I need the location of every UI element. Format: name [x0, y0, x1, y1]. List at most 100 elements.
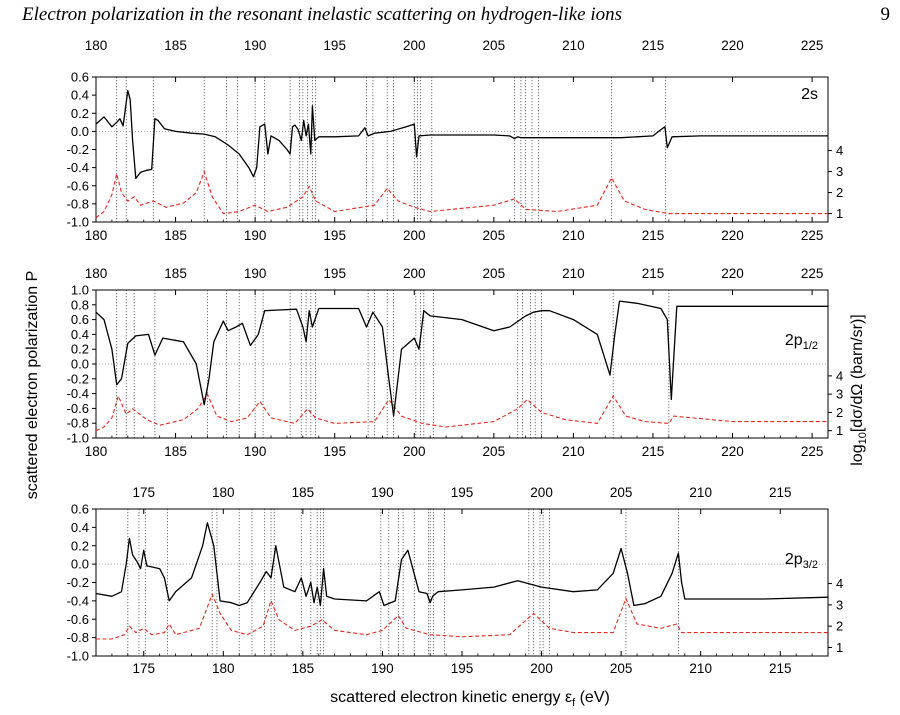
- x-tick-label: 185: [164, 444, 187, 459]
- x-tick-label: 190: [244, 228, 267, 243]
- right-tick-label: 2: [836, 619, 843, 634]
- x-tick-label-top: 225: [801, 266, 824, 281]
- x-tick-label-top: 225: [801, 38, 824, 53]
- x-tick-label: 180: [212, 661, 235, 676]
- y-tick-label: -0.8: [67, 630, 89, 645]
- x-tick-label: 215: [642, 444, 665, 459]
- polarization-series: [95, 89, 828, 180]
- right-axis-title: log10[dσ/dΩ (barn/sr)]: [849, 314, 869, 465]
- y-tick-label: -0.4: [67, 593, 89, 608]
- right-tick-label: 4: [836, 368, 843, 383]
- x-tick-label-top: 200: [530, 485, 553, 500]
- x-tick-label-top: 190: [244, 38, 267, 53]
- x-tick-label: 225: [801, 444, 824, 459]
- x-axis-title-unit: (eV): [575, 689, 610, 706]
- x-tick-label-top: 175: [132, 485, 155, 500]
- x-tick-label-top: 210: [689, 485, 712, 500]
- x-tick-label-top: 220: [721, 38, 744, 53]
- right-axis-title-unit: [dσ/dΩ (barn/sr)]: [849, 314, 866, 432]
- page-header: Electron polarization in the resonant in…: [0, 0, 900, 34]
- x-tick-label-top: 180: [212, 485, 235, 500]
- x-tick-label: 190: [371, 661, 394, 676]
- y-tick-label: 0.2: [71, 538, 89, 553]
- y-tick-label: -0.2: [67, 371, 89, 386]
- x-tick-label: 210: [689, 661, 712, 676]
- y-tick-label: 0.4: [71, 520, 89, 535]
- x-tick-label: 210: [562, 444, 585, 459]
- panel-3: 175 175 180 180 185 185 190 190 195 195 200 200 205 2…: [67, 485, 844, 676]
- page-number: 9: [880, 4, 891, 25]
- right-tick-label: 2: [836, 185, 843, 200]
- cross-section-series: [96, 592, 828, 640]
- x-tick-label: 225: [801, 228, 824, 243]
- y-tick-label: -1.0: [67, 431, 89, 446]
- x-tick-label-top: 180: [85, 38, 108, 53]
- right-axis-title-base: 10: [857, 432, 869, 444]
- x-tick-label: 200: [530, 661, 553, 676]
- panel-2: 180 180 185 185 190 190 195 195 200 200 205 205 210 2…: [67, 266, 844, 459]
- x-axis-title-main: scattered electron kinetic energy ε: [330, 689, 572, 706]
- x-tick-label: 185: [164, 228, 187, 243]
- y-tick-label: 0.2: [71, 342, 89, 357]
- x-tick-label-top: 215: [642, 266, 665, 281]
- x-tick-label-top: 185: [164, 38, 187, 53]
- x-tick-label: 195: [451, 661, 474, 676]
- x-tick-label-top: 205: [483, 266, 506, 281]
- y-tick-label: 0.2: [71, 106, 89, 121]
- x-tick-label-top: 215: [769, 485, 792, 500]
- right-tick-label: 1: [836, 423, 843, 438]
- right-tick-label: 1: [836, 206, 843, 221]
- panel-label: 2p3/2: [785, 551, 818, 571]
- panel-label-main: 2s: [801, 86, 818, 103]
- y-tick-label: -0.6: [67, 178, 89, 193]
- y-tick-label: -1.0: [67, 649, 89, 664]
- right-tick-label: 4: [836, 143, 843, 158]
- y-tick-label: 0.6: [71, 70, 89, 85]
- y-tick-label: -0.6: [67, 401, 89, 416]
- y-tick-label: -0.2: [67, 142, 89, 157]
- cross-section-series: [95, 169, 828, 219]
- panel-label: 2p1/2: [785, 332, 818, 352]
- x-tick-label-top: 195: [451, 485, 474, 500]
- y-tick-label: 0.0: [71, 557, 89, 572]
- right-tick-label: 3: [836, 387, 843, 402]
- y-tick-label: -1.0: [67, 215, 89, 230]
- x-tick-label: 205: [610, 661, 633, 676]
- x-tick-label-top: 180: [85, 266, 108, 281]
- x-tick-label: 210: [562, 228, 585, 243]
- y-tick-label: 0.8: [71, 297, 89, 312]
- x-tick-label: 185: [292, 661, 315, 676]
- right-tick-label: 3: [836, 597, 843, 612]
- x-tick-label: 220: [721, 228, 744, 243]
- cross-section-series: [95, 392, 828, 432]
- y-tick-label: 0.4: [71, 327, 89, 342]
- right-tick-label: 3: [836, 164, 843, 179]
- y-tick-label: -0.8: [67, 416, 89, 431]
- y-tick-label: -0.8: [67, 196, 89, 211]
- polarization-series: [95, 522, 829, 607]
- figure-panels: 180 180 185 185 190 190 195 195 200 200 205 205 210 2…: [67, 38, 844, 676]
- x-tick-label: 200: [403, 228, 426, 243]
- panel-label-main: 2p: [785, 332, 803, 349]
- x-axis-title: scattered electron kinetic energy εf (eV…: [330, 689, 610, 709]
- y-tick-label: 0.6: [71, 502, 89, 517]
- x-tick-label: 195: [323, 444, 346, 459]
- y-tick-label: -0.6: [67, 612, 89, 627]
- x-tick-label-top: 205: [483, 38, 506, 53]
- x-tick-label-top: 205: [610, 485, 633, 500]
- x-tick-label: 215: [642, 228, 665, 243]
- x-tick-label: 205: [483, 228, 506, 243]
- right-tick-label: 4: [836, 576, 843, 591]
- y-tick-label: 0.6: [71, 312, 89, 327]
- panel-1: 180 180 185 185 190 190 195 195 200 200 205 205 210 2…: [67, 38, 844, 243]
- x-tick-label: 180: [85, 444, 108, 459]
- x-tick-label: 190: [244, 444, 267, 459]
- left-axis-title: scattered electron polarization P: [24, 271, 41, 500]
- x-tick-label-top: 185: [292, 485, 315, 500]
- x-tick-label-top: 195: [323, 266, 346, 281]
- x-tick-label: 205: [483, 444, 506, 459]
- right-tick-label: 2: [836, 405, 843, 420]
- x-tick-label-top: 210: [562, 38, 585, 53]
- y-tick-label: -0.2: [67, 575, 89, 590]
